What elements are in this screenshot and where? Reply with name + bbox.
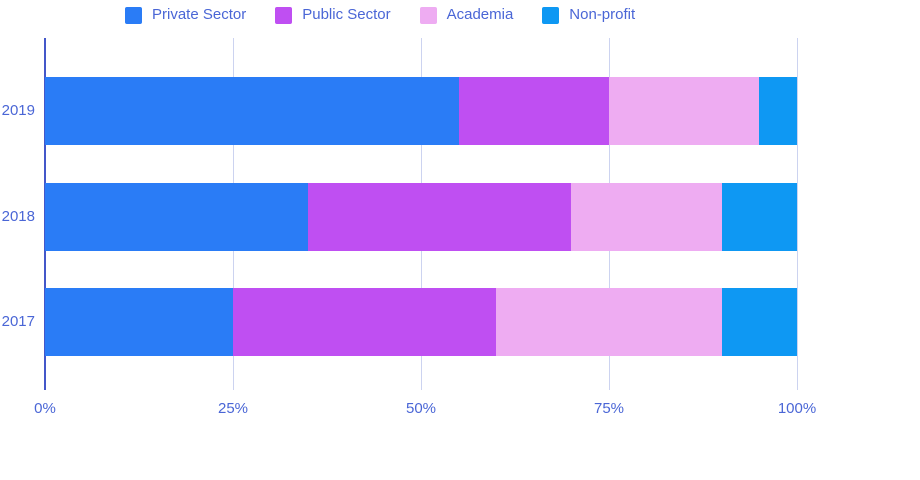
bar-segment-2018-non-profit[interactable]: [721, 183, 797, 251]
bar-segment-2017-public-sector[interactable]: [233, 288, 497, 356]
x-axis-tick-0pct: 0%: [34, 400, 56, 417]
bar-segment-2017-non-profit[interactable]: [721, 288, 797, 356]
legend-swatch-icon: [275, 6, 293, 24]
legend-item-non-profit[interactable]: Non-profit: [542, 4, 635, 26]
bar-segment-2017-academia[interactable]: [496, 288, 722, 356]
bar-segment-2018-private-sector[interactable]: [45, 183, 309, 251]
bar-segment-2018-public-sector[interactable]: [308, 183, 572, 251]
bar-segment-2019-non-profit[interactable]: [759, 77, 797, 145]
bar-row-2017: [45, 288, 797, 356]
legend-label: Academia: [446, 6, 514, 23]
x-axis-tick-50pct: 50%: [405, 400, 437, 417]
bar-segment-2019-academia[interactable]: [608, 77, 760, 145]
gridline-100pct: [796, 38, 798, 390]
legend-swatch-icon: [419, 6, 437, 24]
legend-swatch-icon: [542, 6, 560, 24]
legend-swatch-icon: [125, 6, 142, 24]
x-axis-tick-75pct: 75%: [593, 400, 625, 417]
x-axis-tick-25pct: 25%: [217, 400, 249, 417]
legend-label: Public Sector: [302, 6, 391, 23]
y-axis-label-2018: 2018: [1, 208, 35, 225]
bar-segment-2018-academia[interactable]: [571, 183, 722, 251]
legend-item-academia[interactable]: Academia: [419, 4, 514, 26]
legend-item-public-sector[interactable]: Public Sector: [275, 4, 391, 26]
chart-legend: Private Sector Public Sector Academia Non-p…: [125, 4, 635, 26]
bar-segment-2019-private-sector[interactable]: [45, 77, 459, 145]
y-axis-label-2017: 2017: [1, 313, 35, 330]
bar-row-2019: [45, 77, 797, 145]
bar-segment-2017-private-sector[interactable]: [45, 288, 233, 356]
y-axis-label-2019: 2019: [1, 102, 35, 119]
x-axis-tick-100pct: 100%: [777, 400, 817, 417]
bar-segment-2019-public-sector[interactable]: [458, 77, 609, 145]
plot-area: 0% 25% 50% 75% 100% 2019 2018 2017: [2, 38, 816, 417]
legend-label: Non-profit: [569, 6, 636, 23]
legend-label: Private Sector: [152, 6, 247, 23]
legend-item-private-sector[interactable]: Private Sector: [125, 4, 246, 26]
bar-row-2018: [45, 183, 797, 251]
